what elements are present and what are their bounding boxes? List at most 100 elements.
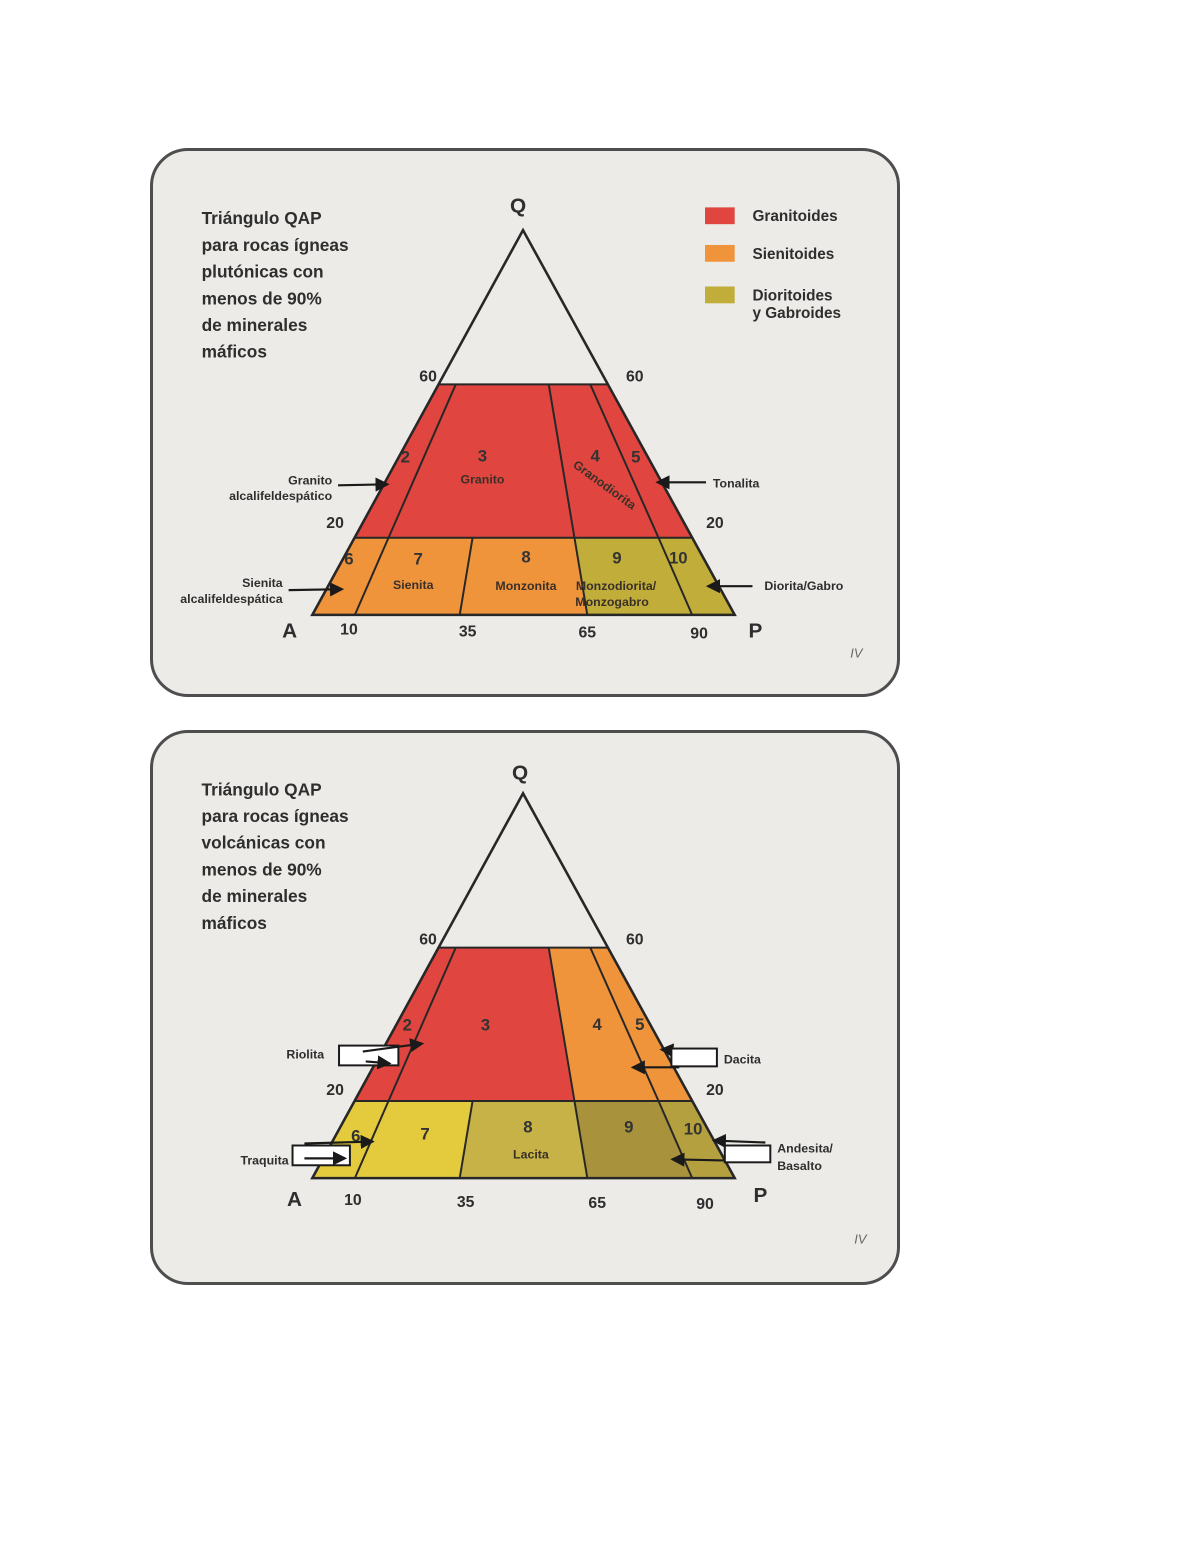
tick-base-10: 10: [344, 1192, 362, 1209]
panel-volcanic-qap-diagram: Triángulo QAP para rocas ígneas volcánic…: [150, 730, 900, 1285]
tick-20-left: 20: [326, 1082, 344, 1099]
dacita-callout-box: [670, 1047, 718, 1068]
callout-label: Dacita: [724, 1052, 761, 1066]
tick-base-65: 65: [579, 625, 597, 642]
field-9-label: 9: [612, 548, 621, 567]
field-6-label: 6: [351, 1127, 360, 1146]
tick-20-right: 20: [706, 1082, 724, 1099]
field-8-label: 8: [521, 547, 530, 566]
callout-arrow: [304, 1134, 375, 1149]
field-3-label: 3: [481, 1016, 490, 1035]
callout-andesita-basalto: Andesita/ Basalto: [670, 1133, 833, 1173]
field-10-label: 10: [669, 548, 688, 567]
field-10-label: 10: [684, 1120, 703, 1139]
legend-label-dioritoides-line2: y Gabroides: [752, 305, 841, 322]
legend-swatch-dioritoides: [705, 286, 735, 304]
callout-label: Andesita/: [777, 1141, 833, 1155]
callout-label: Diorita/Gabro: [764, 579, 843, 593]
figure-mark: IV: [850, 645, 864, 660]
field-boundary-lines: [353, 383, 694, 616]
field-6-label: 6: [344, 549, 353, 568]
callout-label: alcalifeldespático: [229, 489, 332, 503]
field-numbers: 2 3 4 5 6 7 8 9 10: [344, 447, 687, 569]
field-7-label: 7: [420, 1125, 429, 1144]
axis-a-label: A: [287, 1188, 302, 1211]
tick-labels: 60 60 20 20 10 35 65 90: [326, 932, 724, 1213]
legend-label-sienitoides: Sienitoides: [752, 246, 834, 263]
title-line: Triángulo QAP: [202, 208, 322, 228]
axis-p-label: P: [749, 620, 763, 643]
field-numbers: 2 3 4 5 6 7 8 9 10: [351, 1015, 702, 1146]
plutonic-qap-svg: Triángulo QAP para rocas ígneas plutónic…: [180, 194, 864, 660]
title-line: volcánicas con: [202, 833, 326, 853]
title-line: de minerales: [202, 886, 308, 906]
field-3-label: 3: [478, 447, 487, 466]
field-boundary-lines: [353, 946, 694, 1179]
callout-riolita: Riolita: [286, 1038, 425, 1070]
monzodiorita-label: Monzodiorita/: [576, 579, 657, 593]
callout-granito-alcalifeldespatico: Granito alcalifeldespático: [229, 473, 390, 503]
tick-base-35: 35: [459, 624, 477, 641]
legend: Granitoides Sienitoides Dioritoides y Ga…: [705, 207, 841, 322]
tick-base-65: 65: [588, 1195, 606, 1212]
callout-label: Sienita: [242, 576, 283, 590]
region-dioritoides-fill: [574, 537, 735, 615]
title-line: plutónicas con: [202, 262, 324, 282]
lacita-label: Lacita: [513, 1147, 549, 1161]
panel-plutonic-qap-diagram: Triángulo QAP para rocas ígneas plutónic…: [150, 148, 900, 697]
field-5-label: 5: [631, 448, 640, 467]
field-7-label: 7: [414, 549, 423, 568]
tick-60-left: 60: [419, 368, 437, 385]
legend-label-granitoides: Granitoides: [752, 208, 837, 225]
callout-arrow: [711, 1133, 766, 1149]
ternary-triangle-outline: [310, 227, 737, 617]
region-traquita-fill: [312, 1100, 473, 1179]
callout-label: Riolita: [286, 1047, 324, 1061]
field-2-label: 2: [403, 1016, 412, 1035]
tick-base-90: 90: [696, 1196, 714, 1213]
diagram-title: Triángulo QAP para rocas ígneas plutónic…: [202, 208, 349, 362]
legend-swatch-granitoides: [705, 207, 735, 225]
ternary-triangle-outline: [310, 790, 737, 1180]
field-8-label: 8: [523, 1118, 532, 1137]
tick-base-90: 90: [690, 626, 708, 643]
callout-sienita-alcalifeldespatica: Sienita alcalifeldespática: [180, 576, 345, 606]
tick-60-right: 60: [626, 932, 644, 949]
region-andesita-9-fill: [574, 1100, 693, 1179]
callout-diorita-gabro: Diorita/Gabro: [705, 579, 844, 594]
sienita-label: Sienita: [393, 578, 434, 592]
callout-label: Tonalita: [713, 476, 760, 490]
title-line: máficos: [202, 342, 267, 362]
region-dacita-fill: [548, 947, 693, 1101]
tick-60-right: 60: [626, 368, 644, 385]
title-line: para rocas ígneas: [202, 806, 349, 826]
callout-tonalita: Tonalita: [655, 475, 760, 490]
callout-traquita: Traquita: [241, 1134, 375, 1167]
tick-labels: 60 60 20 20 10 35 65 90: [326, 368, 724, 642]
axis-q-label: Q: [510, 194, 526, 217]
field-4-label: 4: [593, 1015, 603, 1034]
andesita-callout-box: [723, 1144, 772, 1164]
tick-base-10: 10: [340, 622, 358, 639]
diagram-title: Triángulo QAP para rocas ígneas volcánic…: [202, 779, 349, 933]
callout-dacita: Dacita: [630, 1043, 761, 1075]
monzogabro-label: Monzogabro: [575, 595, 649, 609]
callout-arrow: [338, 477, 390, 492]
axis-q-label: Q: [512, 761, 528, 784]
field-4-label: 4: [591, 447, 601, 466]
region-lacita-fill: [459, 1100, 588, 1179]
tick-base-35: 35: [457, 1194, 475, 1211]
title-line: máficos: [202, 913, 267, 933]
callout-arrow: [365, 1055, 392, 1070]
title-line: menos de 90%: [202, 288, 322, 308]
monzonita-label: Monzonita: [495, 579, 556, 593]
figure-mark: IV: [854, 1231, 868, 1246]
tick-60-left: 60: [419, 932, 437, 949]
traquita-callout-box: [291, 1144, 351, 1167]
callout-label: Granito: [288, 473, 332, 487]
callout-label: alcalifeldespática: [180, 592, 282, 606]
tick-20-left: 20: [326, 515, 344, 532]
callout-arrow: [288, 582, 345, 597]
title-line: para rocas ígneas: [202, 235, 349, 255]
granito-label: Granito: [460, 472, 504, 486]
